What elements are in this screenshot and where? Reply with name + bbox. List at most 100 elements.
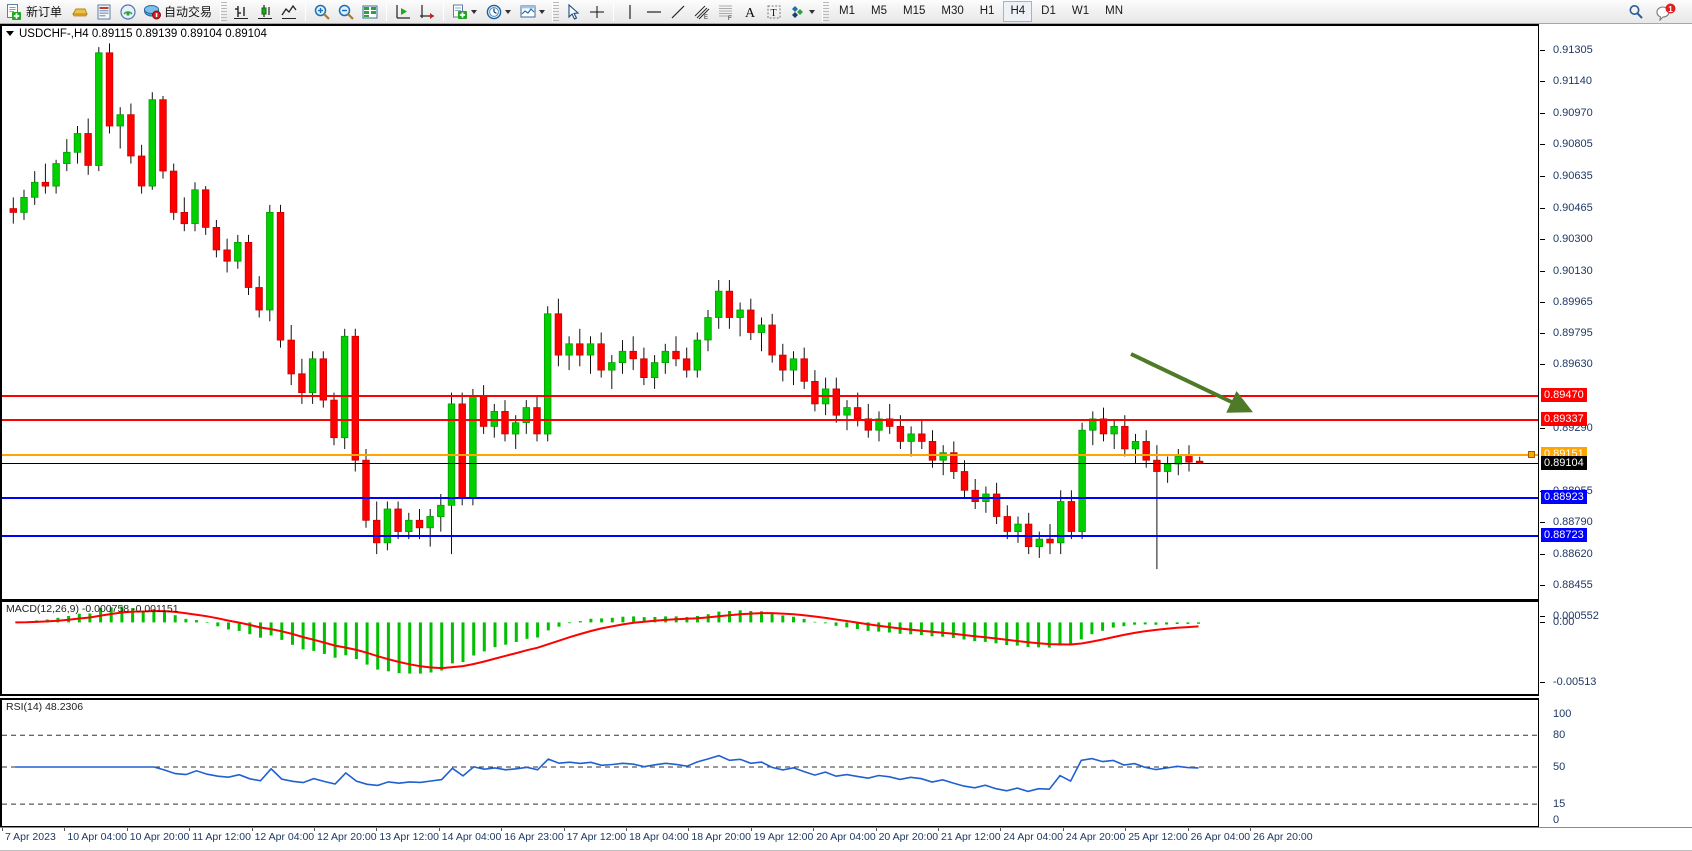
rsi-series: [2, 734, 1537, 805]
price-tick-label: 0.90465: [1553, 201, 1593, 214]
fibonacci-icon: F: [717, 3, 735, 21]
templates-button[interactable]: [516, 1, 550, 23]
line-chart-button[interactable]: [277, 1, 301, 23]
cursor-button[interactable]: [561, 1, 585, 23]
time-tick-label: 20 Apr 04:00: [816, 831, 876, 843]
chevron-down-icon[interactable]: [505, 9, 512, 14]
chart-shift-button[interactable]: [415, 1, 439, 23]
toolbar-separator: [613, 2, 615, 21]
level-line-0.88723[interactable]: [0, 534, 1539, 537]
time-tick-label: 26 Apr 04:00: [1190, 831, 1251, 843]
chart-menu-triangle-icon[interactable]: [6, 31, 14, 37]
svg-text:T: T: [771, 8, 777, 19]
vertical-line-button[interactable]: [618, 1, 642, 23]
time-tick-label: 24 Apr 04:00: [1003, 831, 1063, 843]
price-tick-label: 0.88620: [1553, 548, 1593, 561]
time-tick-mark: [875, 828, 877, 831]
text-label-button[interactable]: T: [762, 1, 786, 23]
new-order-label: 新订单: [26, 4, 63, 19]
chevron-down-icon[interactable]: [809, 9, 816, 14]
price-axis[interactable]: 0.91305 0.91140 0.90970 0.90805 0.90635 0.904…: [1539, 24, 1692, 827]
price-tick-mark: [1540, 270, 1545, 272]
time-tick-mark: [938, 828, 939, 831]
candlestick-chart-button[interactable]: [253, 1, 277, 23]
time-tick-mark: [64, 828, 66, 831]
text-button[interactable]: A: [738, 1, 762, 23]
timeframe-m30[interactable]: M30: [941, 5, 964, 17]
price-level-badge-bid[interactable]: 0.89104: [1541, 456, 1587, 471]
price-tick-mark: [1540, 175, 1545, 177]
equidistant-channel-icon: E: [693, 3, 711, 21]
chevron-down-icon[interactable]: [471, 9, 478, 14]
signals-button[interactable]: [116, 1, 140, 23]
market-watch-button[interactable]: [92, 1, 116, 23]
level-line-0.89470[interactable]: [0, 394, 1539, 397]
alerts-button[interactable]: 1: [1652, 1, 1680, 23]
search-icon: [1627, 3, 1645, 21]
price-level-badge-support[interactable]: 0.88723: [1541, 527, 1587, 542]
time-tick-label: 12 Apr 20:00: [317, 831, 377, 843]
rsi-scale-label: 0: [1553, 814, 1560, 826]
timeframe-h1[interactable]: H1: [979, 5, 995, 17]
time-tick-mark: [314, 828, 315, 831]
bar-chart-button[interactable]: [229, 1, 253, 23]
time-axis[interactable]: 7 Apr 2023 10 Apr 04:00 10 Apr 20:00 11 Apr…: [0, 827, 1692, 851]
price-level-badge-support[interactable]: 0.88923: [1541, 490, 1587, 505]
toolbar-separator: [822, 1, 830, 22]
price-level-badge-resistance[interactable]: 0.89470: [1541, 387, 1587, 402]
price-tick-label: 0.89630: [1553, 358, 1593, 371]
new-order-icon: [5, 3, 23, 21]
chart-container[interactable]: USDCHF-,H4 0.89115 0.89139 0.89104 0.891…: [0, 24, 1692, 851]
level-line-0.88923[interactable]: [0, 497, 1539, 500]
time-tick-mark: [813, 828, 815, 831]
new-order-button[interactable]: 新订单: [2, 1, 68, 23]
level-line-0.89104[interactable]: [0, 463, 1539, 465]
period-button[interactable]: [482, 1, 516, 23]
fibonacci-button[interactable]: F: [714, 1, 738, 23]
horizontal-line-button[interactable]: [642, 1, 666, 23]
timeframe-w1[interactable]: W1: [1071, 5, 1090, 17]
level-line-0.89151[interactable]: [0, 454, 1539, 457]
time-tick-label: 13 Apr 12:00: [379, 831, 439, 843]
zoom-in-button[interactable]: [310, 1, 334, 23]
time-tick-mark: [1250, 828, 1251, 831]
time-tick-label: 24 Apr 20:00: [1065, 831, 1126, 843]
time-tick-mark: [1125, 828, 1127, 831]
timeframe-h4[interactable]: H4: [1003, 1, 1033, 22]
trendline-button[interactable]: [666, 1, 690, 23]
autotrading-button[interactable]: 自动交易: [140, 1, 218, 23]
rsi-scale-label: 15: [1553, 798, 1566, 811]
level-drag-handle[interactable]: [1528, 450, 1535, 458]
search-button[interactable]: [1624, 1, 1648, 23]
toolbar-separator: [443, 2, 445, 21]
rsi-panel-header: RSI(14) 48.2306: [6, 701, 84, 713]
timeframe-m1[interactable]: M1: [839, 5, 856, 17]
data-window-button[interactable]: [358, 1, 382, 23]
auto-scroll-button[interactable]: [391, 1, 415, 23]
objects-button[interactable]: [786, 1, 820, 23]
timeframe-d1[interactable]: D1: [1041, 5, 1056, 17]
equidistant-channel-button[interactable]: E: [690, 1, 714, 23]
price-level-badge-resistance[interactable]: 0.89337: [1541, 412, 1587, 427]
time-tick-label: 7 Apr 2023: [5, 831, 56, 843]
price-plot-area[interactable]: USDCHF-,H4 0.89115 0.89139 0.89104 0.891…: [0, 24, 1539, 827]
text-icon: A: [741, 3, 759, 21]
indicators-button[interactable]: [448, 1, 482, 23]
time-tick-label: 21 Apr 12:00: [941, 831, 1001, 843]
price-tick-label: 0.91305: [1553, 43, 1593, 56]
main-toolbar: 新订单: [0, 0, 1692, 24]
crosshair-button[interactable]: [585, 1, 609, 23]
svg-text:E: E: [704, 15, 708, 21]
price-tick-mark: [1540, 112, 1545, 114]
price-tick-label: 0.90300: [1553, 232, 1593, 245]
gold-button[interactable]: [68, 1, 92, 23]
zoom-out-button[interactable]: [334, 1, 358, 23]
price-tick-label: 0.88455: [1553, 579, 1593, 592]
timeframe-m15[interactable]: M15: [903, 5, 926, 17]
cursor-icon: [564, 3, 582, 21]
chevron-down-icon[interactable]: [539, 9, 546, 14]
time-tick-mark: [2, 828, 3, 831]
timeframe-mn[interactable]: MN: [1105, 5, 1123, 17]
level-line-0.89337[interactable]: [0, 419, 1539, 422]
timeframe-m5[interactable]: M5: [871, 5, 887, 17]
